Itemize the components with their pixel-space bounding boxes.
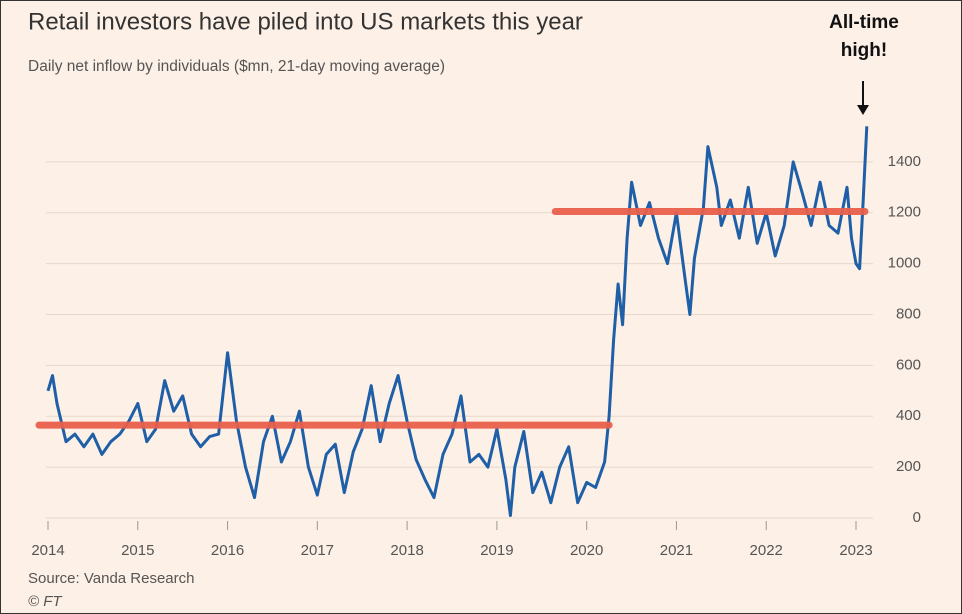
annotation-arrowhead — [857, 105, 869, 115]
x-tick-label: 2019 — [480, 542, 513, 559]
data-line — [46, 126, 869, 517]
x-tick-label: 2022 — [750, 542, 783, 559]
y-tick-label: 800 — [896, 305, 921, 322]
credit: © FT — [28, 593, 63, 610]
y-tick-label: 1000 — [888, 255, 921, 272]
y-tick-label: 1200 — [888, 204, 921, 221]
x-tick-label: 2016 — [211, 542, 244, 559]
x-tick-label: 2015 — [121, 542, 154, 559]
chart-title: Retail investors have piled into US mark… — [28, 8, 583, 35]
y-tick-label: 400 — [896, 407, 921, 424]
x-tick-label: 2014 — [31, 542, 64, 559]
annotation: All-time high! — [829, 12, 899, 61]
x-tick-label: 2018 — [390, 542, 423, 559]
x-tick-label: 2023 — [839, 542, 872, 559]
y-tick-label: 0 — [913, 509, 921, 526]
y-tick-label: 200 — [896, 458, 921, 475]
y-tick-label: 600 — [896, 356, 921, 373]
x-tick-label: 2020 — [570, 542, 603, 559]
chart-subtitle: Daily net inflow by individuals ($mn, 21… — [28, 58, 445, 75]
source: Source: Vanda Research — [28, 570, 195, 587]
y-tick-label: 1400 — [888, 153, 921, 170]
x-tick-label: 2017 — [301, 542, 334, 559]
x-tick-label: 2021 — [660, 542, 693, 559]
